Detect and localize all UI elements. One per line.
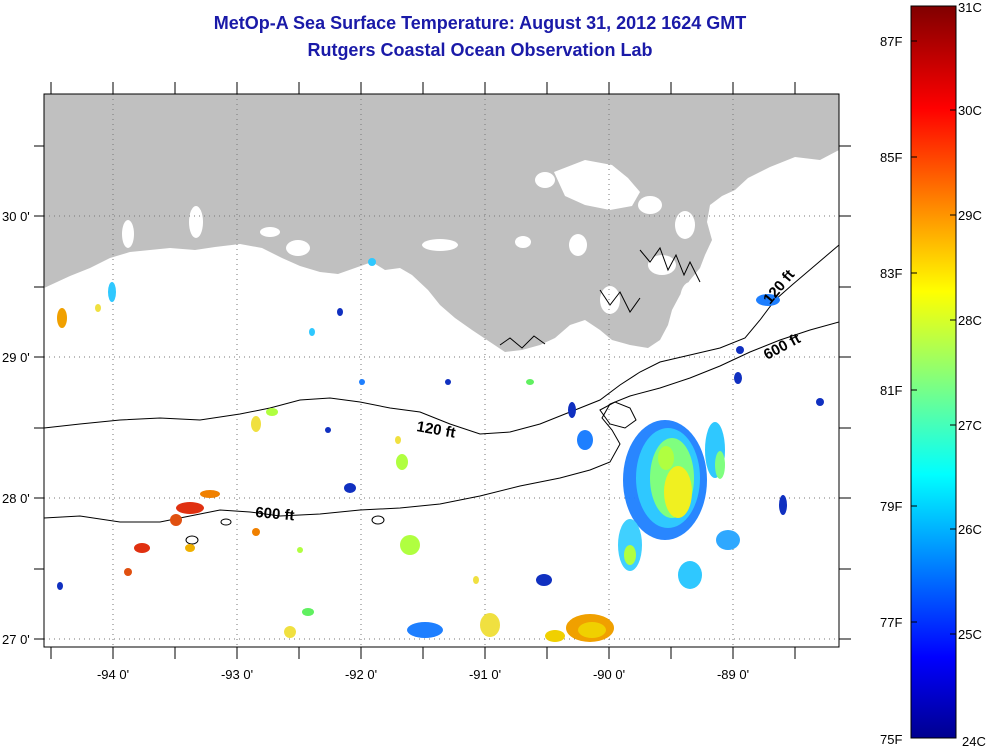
map-subtitle: Rutgers Coastal Ocean Observation Lab xyxy=(307,40,653,60)
colorbar-c-label: 30C xyxy=(958,103,982,118)
colorbar-f-label: 83F xyxy=(880,266,902,281)
contour-600ft xyxy=(44,321,839,523)
contour-label: 120 ft xyxy=(415,418,457,442)
sst-data-patches xyxy=(57,258,824,642)
grid xyxy=(44,94,839,647)
lon-label: -92 0' xyxy=(345,667,377,682)
colorbar-f-label: 81F xyxy=(880,383,902,398)
land-mass xyxy=(44,94,839,352)
colorbar-ticks xyxy=(911,40,956,635)
lon-label: -89 0' xyxy=(717,667,749,682)
coastline-detail xyxy=(499,246,701,349)
lat-label: 30 0' xyxy=(2,209,30,224)
lon-label: -90 0' xyxy=(593,667,625,682)
colorbar-f-label: 79F xyxy=(880,499,902,514)
contour-120ft xyxy=(44,244,839,435)
lon-label: -93 0' xyxy=(221,667,253,682)
colorbar-f-label: 85F xyxy=(880,150,902,165)
colorbar-f-label: 77F xyxy=(880,615,902,630)
colorbar-c-label: 31C xyxy=(958,0,982,15)
colorbar-gradient xyxy=(910,5,957,739)
colorbar-c-label: 29C xyxy=(958,208,982,223)
colorbar-c-label: 25C xyxy=(958,627,982,642)
lon-label: -91 0' xyxy=(469,667,501,682)
map-frame xyxy=(43,93,840,648)
inland-water xyxy=(122,160,810,318)
lat-label: 27 0' xyxy=(2,632,30,647)
colorbar-c-label: 27C xyxy=(958,418,982,433)
colorbar-c-label: 26C xyxy=(958,522,982,537)
contour-label: 600 ft xyxy=(255,504,296,524)
colorbar-f-label: 87F xyxy=(880,34,902,49)
colorbar-c-label: 24C xyxy=(962,734,986,749)
lat-label: 29 0' xyxy=(2,350,30,365)
axis-ticks xyxy=(34,82,851,659)
colorbar-c-label: 28C xyxy=(958,313,982,328)
colorbar-f-label: 75F xyxy=(880,732,902,747)
map-title: MetOp-A Sea Surface Temperature: August … xyxy=(213,13,747,33)
bathymetry-contours xyxy=(44,244,839,545)
lat-label: 28 0' xyxy=(2,491,30,506)
lon-label: -94 0' xyxy=(97,667,129,682)
